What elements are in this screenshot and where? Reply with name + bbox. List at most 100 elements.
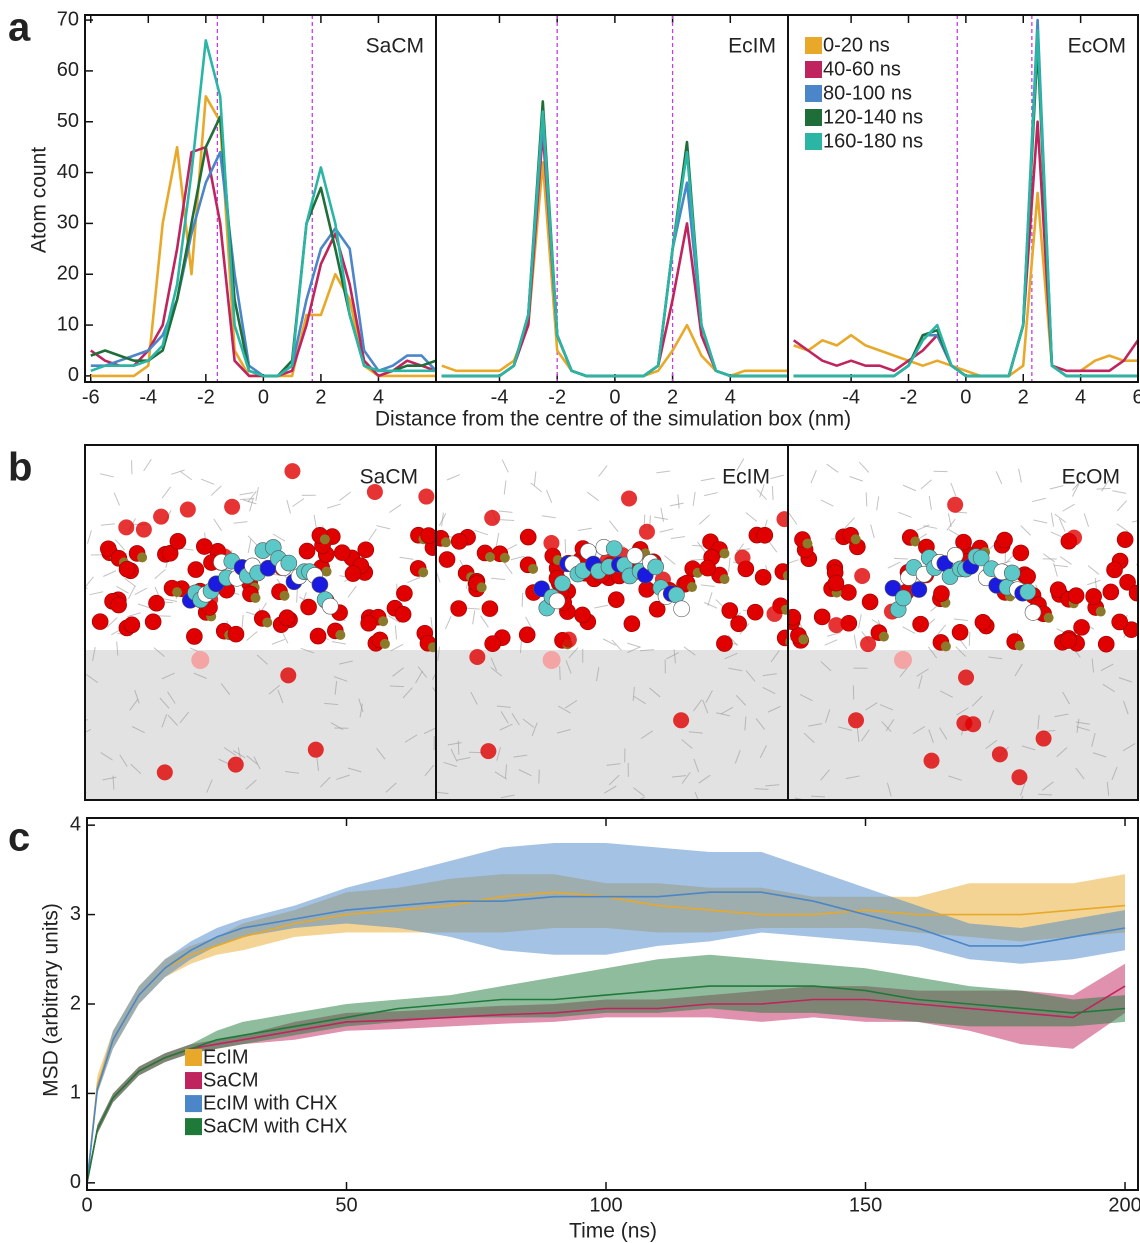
phosphate-p: [1095, 606, 1106, 617]
phosphate-o: [754, 568, 772, 586]
lipid-tail: [912, 726, 926, 735]
lipid-tail: [499, 723, 513, 731]
lipid-tail: [611, 639, 622, 651]
lipid-tail: [376, 525, 391, 530]
lipid-tail: [85, 728, 92, 733]
lipid-tail: [824, 639, 838, 646]
legend-label: SaCM with CHX: [203, 1115, 347, 1137]
phosphate-o: [965, 716, 982, 733]
phosphate-o: [861, 593, 879, 611]
lipid-tail: [1056, 747, 1068, 758]
lipid-tail: [928, 729, 934, 743]
lipid-tail: [447, 742, 462, 746]
lipid-tail: [844, 517, 855, 529]
lipid-tail: [480, 615, 489, 628]
lipid-tail: [609, 520, 619, 533]
lipid-tail: [339, 491, 352, 501]
panel-label: SaCM: [366, 35, 424, 58]
lipid-tail: [633, 787, 645, 797]
legend-label: 0-20 ns: [823, 34, 890, 56]
lipid-tail: [887, 561, 901, 569]
lipid-tail: [519, 638, 523, 654]
lipid-tail: [559, 666, 561, 681]
panel-letter: a: [8, 6, 31, 50]
y-tick-label: 40: [57, 161, 79, 183]
phosphate-o: [135, 521, 152, 538]
phosphate-o: [298, 542, 316, 560]
phosphate-o: [621, 490, 638, 507]
lipid-tail: [490, 657, 498, 671]
chx-atom: [673, 600, 690, 618]
lipid-tail: [245, 779, 257, 790]
lipid-tail: [744, 716, 747, 731]
lipid-tail: [167, 714, 178, 726]
phosphate-p: [940, 641, 951, 652]
phosphate-o: [756, 526, 774, 544]
lipid-tail: [430, 617, 433, 632]
lipid-tail: [394, 625, 398, 640]
lipid-tail: [525, 616, 533, 630]
phosphate-p: [137, 552, 148, 563]
chx-cl: [894, 651, 912, 669]
lipid-tail: [1062, 691, 1071, 705]
lipid-tail: [511, 713, 520, 726]
lipid-tail: [474, 529, 488, 536]
lipid-tail: [745, 512, 758, 522]
lipid-tail: [700, 584, 715, 587]
lipid-tail: [653, 516, 668, 520]
lipid-tail: [876, 496, 880, 511]
chx-atom: [548, 592, 566, 610]
lipid-tail: [336, 774, 350, 780]
chx-atom: [554, 575, 571, 592]
lipid-tail: [745, 670, 756, 682]
lipid-tail: [153, 647, 165, 658]
lipid-tail: [255, 487, 259, 502]
phosphate-o: [638, 581, 655, 598]
phosphate-o: [1073, 619, 1090, 636]
lipid-tail: [87, 530, 92, 544]
chx-atom: [884, 579, 902, 597]
phosphate-o: [278, 609, 296, 627]
lipid-tail: [902, 626, 916, 634]
lipid-tail: [457, 740, 460, 755]
y-tick-label: 50: [57, 110, 79, 132]
lipid-tail: [1054, 713, 1069, 718]
lipid-tail: [716, 712, 730, 717]
phosphate-o: [179, 501, 196, 518]
lipid-tail: [670, 536, 685, 540]
lipid-tail: [333, 676, 348, 682]
phosphate-o: [186, 628, 203, 645]
lipid-tail: [697, 541, 707, 554]
phosphate-o: [1035, 730, 1052, 747]
phosphate-o: [366, 483, 383, 500]
phosphate-o: [699, 559, 716, 577]
lipid-tail: [702, 699, 709, 714]
lipid-tail: [247, 539, 252, 554]
phosphate-o: [638, 523, 655, 540]
lipid-tail: [239, 498, 254, 501]
snapshot: [85, 445, 436, 800]
lipid-tail: [1043, 553, 1056, 563]
lipid-tail: [1091, 658, 1095, 673]
lipid-tail: [256, 654, 268, 665]
lipid-tail: [533, 471, 537, 486]
lipid-tail: [603, 785, 617, 794]
lipid-tail: [1050, 531, 1064, 538]
lipid-tail: [86, 674, 98, 684]
phosphate-o: [1060, 632, 1077, 649]
legend-swatch: [185, 1095, 202, 1113]
phosphate-p: [780, 604, 788, 615]
lipid-tail: [213, 518, 222, 531]
phosphate-o: [1019, 568, 1036, 585]
lipid-tail: [845, 775, 860, 780]
phosphate-o: [947, 496, 964, 513]
phosphate-p: [279, 590, 290, 601]
phosphate-o: [1102, 583, 1120, 601]
phosphate-o: [519, 528, 537, 546]
lipid-tail: [92, 647, 96, 662]
lipid-tail: [392, 667, 404, 677]
phosphate-o: [828, 617, 845, 634]
lipid-tail: [206, 779, 213, 793]
lipid-tail: [1122, 743, 1136, 752]
lipid-tail: [490, 667, 503, 677]
